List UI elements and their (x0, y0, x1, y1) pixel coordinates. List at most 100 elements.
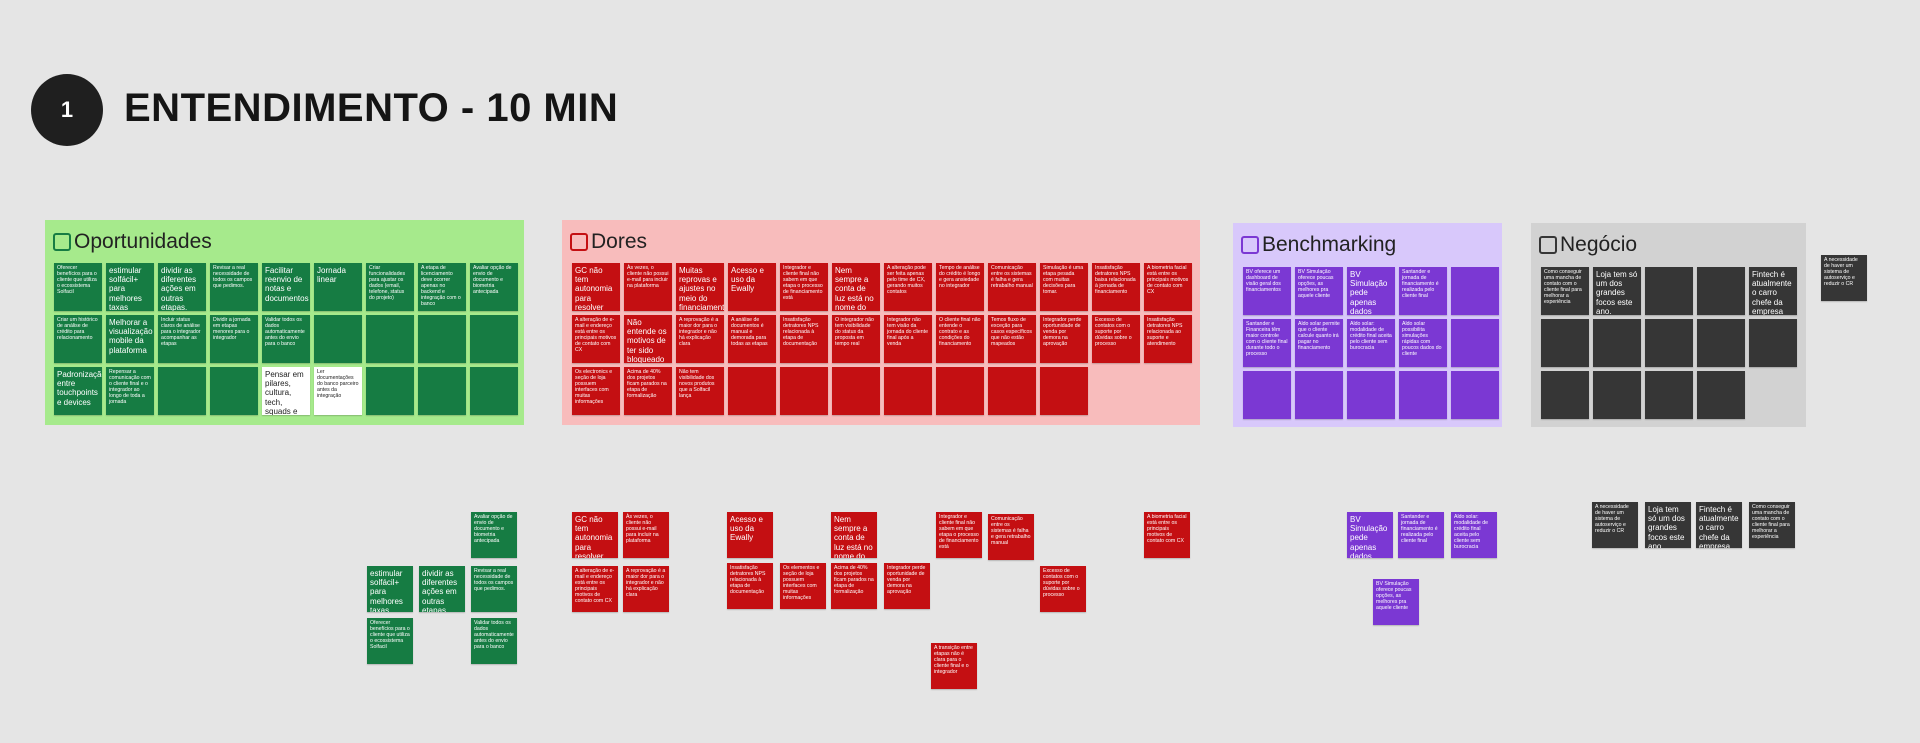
sticky-note-empty (1593, 371, 1641, 419)
sticky-note: Temos fluxo de exceção para casos especí… (988, 315, 1036, 363)
sticky-note-empty (470, 367, 518, 415)
sticky-note: A alteração pode ser feita apenas pelo t… (884, 263, 932, 311)
sticky-note-empty (1399, 371, 1447, 419)
sticky-note: Como conseguir uma mancha de contato com… (1749, 502, 1795, 548)
sticky-note: Revisar a real necessidade de todos os c… (210, 263, 258, 311)
sticky-note-empty (988, 367, 1036, 415)
sticky-note-empty (366, 367, 414, 415)
sticky-note-empty (1697, 267, 1745, 315)
sticky-note-empty (780, 367, 828, 415)
sticky-note-empty (314, 315, 362, 363)
sticky-note-empty (1541, 371, 1589, 419)
sticky-note: Simulação é uma etapa pesada com muitas … (1040, 263, 1088, 311)
sticky-note: estimular solfácil+ para melhores taxas (367, 566, 413, 612)
sticky-note: A biometria facial está entre os princip… (1144, 263, 1192, 311)
sticky-note: GC não tem autonomia para resolver algun… (572, 512, 618, 558)
sticky-note: Facilitar reenvio de notas e documentos (262, 263, 310, 311)
sticky-note: Tempo de análise do crédito é longo e ge… (936, 263, 984, 311)
sticky-note: Integrador perde oportunidade de venda p… (884, 563, 930, 609)
frame-title-text: Oportunidades (74, 230, 212, 253)
frame-title-text: Benchmarking (1262, 233, 1397, 256)
sticky-note: Jornada linear (314, 263, 362, 311)
sticky-note-empty (1040, 367, 1088, 415)
frame-title-text: Dores (591, 230, 648, 253)
frame-title: Dores (570, 230, 647, 254)
sticky-note: Aldo solar permite que o cliente calcule… (1295, 319, 1343, 367)
sticky-note: BV Simulação oferece poucas opções, as m… (1295, 267, 1343, 315)
sticky-note: Às vezes, o cliente não possui e-mail pa… (624, 263, 672, 311)
sticky-note: Insatisfação detratores NPS relacionada … (727, 563, 773, 609)
sticky-note-empty (1451, 319, 1499, 367)
sticky-note: estimular solfácil+ para melhores taxas (106, 263, 154, 311)
sticky-note: Integrador e cliente final não sabem em … (936, 512, 982, 558)
frame-icon (1241, 236, 1259, 254)
sticky-note: Fintech é atualmente o carro chefe da em… (1749, 267, 1797, 315)
sticky-note-empty (1593, 319, 1641, 367)
sticky-note: Validar todos os dados automaticamente a… (262, 315, 310, 363)
frame-icon (570, 233, 588, 251)
sticky-note: Os electronics e seção de loja possuem i… (572, 367, 620, 415)
sticky-note: BV Simulação pede apenas dados pessoais … (1347, 512, 1393, 558)
sticky-note: BV Simulação pede apenas dados pessoais … (1347, 267, 1395, 315)
sticky-note: Criar funcionalidades para ajustar os da… (366, 263, 414, 311)
sticky-note-empty (1697, 319, 1745, 367)
sticky-note: Aldo solar: modalidade de crédito final … (1347, 319, 1395, 367)
sticky-note: Comunicação entre os sistemas é falha e … (988, 514, 1034, 560)
sticky-note-empty (1645, 371, 1693, 419)
sticky-note: Validar todos os dados automaticamente a… (471, 618, 517, 664)
sticky-note-empty (1451, 371, 1499, 419)
sticky-note: Loja tem só um dos grandes focos este an… (1645, 502, 1691, 548)
sticky-note: BV Simulação oferece poucas opções, as m… (1373, 579, 1419, 625)
sticky-note: Melhorar a visualização mobile da plataf… (106, 315, 154, 363)
frame: Negócio Como conseguir uma mancha de cont… (1531, 223, 1806, 427)
sticky-note: Santander e jornada de financiamento é r… (1399, 267, 1447, 315)
sticky-note: Revisar a real necessidade de todos os c… (471, 566, 517, 612)
sticky-note: A alteração de e-mail e endereço está en… (572, 315, 620, 363)
sticky-note: Insatisfação detratores NPS relacionada … (1144, 315, 1192, 363)
sticky-note-empty (366, 315, 414, 363)
sticky-note: Santander e jornada de financiamento é r… (1398, 512, 1444, 558)
frame-title: Negócio (1539, 233, 1637, 257)
sticky-note: A necessidade de haver um sistema de aut… (1592, 502, 1638, 548)
sticky-note: Repensar a comunicação com o cliente fin… (106, 367, 154, 415)
sticky-note: Integrador perde oportunidade de venda p… (1040, 315, 1088, 363)
sticky-note-empty (1645, 267, 1693, 315)
sticky-note: GC não tem autonomia para resolver algun… (572, 263, 620, 311)
sticky-note: A reprovação é a maior dor para o integr… (676, 315, 724, 363)
sticky-note-empty (1749, 319, 1797, 367)
sticky-note: Integrador não tem visão da jornada do c… (884, 315, 932, 363)
frame-icon (53, 233, 71, 251)
sticky-note-empty (418, 367, 466, 415)
sticky-note: Insatisfação detratores NPS baixa relaci… (1092, 263, 1140, 311)
sticky-note: Comunicação entre os sistemas é falha e … (988, 263, 1036, 311)
sticky-note: Aldo solar: modalidade de crédito final … (1451, 512, 1497, 558)
sticky-note: O integrador não tem visibilidade do sta… (832, 315, 880, 363)
sticky-note: A biometria facial está entre os princip… (1144, 512, 1190, 558)
sticky-note-empty (832, 367, 880, 415)
sticky-note: A necessidade de haver um sistema de aut… (1821, 255, 1867, 301)
sticky-note: Padronização entre touchpoints e devices (54, 367, 102, 415)
sticky-note: Ler documentações do banco parceiro ante… (314, 367, 362, 415)
sticky-note: Acima de 40% dos projetos ficam parados … (624, 367, 672, 415)
sticky-note: Acesso e uso da Ewally (727, 512, 773, 558)
frame: Benchmarking BV oferece um dashboard de v… (1233, 223, 1502, 427)
sticky-note: Criar um histórico de análise de crédito… (54, 315, 102, 363)
frame-title-text: Negócio (1560, 233, 1638, 256)
step-badge: 1 (31, 74, 103, 146)
frame-title: Benchmarking (1241, 233, 1396, 257)
sticky-note: Avaliar opção de envio de documento e bi… (471, 512, 517, 558)
sticky-note: Nem sempre a conta de luz está no nome d… (832, 263, 880, 311)
sticky-note: Pensar em pilares, cultura, tech, squads… (262, 367, 310, 415)
sticky-note: Loja tem só um dos grandes focos este an… (1593, 267, 1641, 315)
sticky-note-empty (1295, 371, 1343, 419)
sticky-note: Não entende os motivos de ter sido bloqu… (624, 315, 672, 363)
sticky-note: A alteração de e-mail e endereço está en… (572, 566, 618, 612)
sticky-note: Integrador e cliente final não sabem em … (780, 263, 828, 311)
sticky-note: Excesso de contatos com o suporte por dú… (1092, 315, 1140, 363)
frame-title: Oportunidades (53, 230, 212, 254)
sticky-note-empty (158, 367, 206, 415)
sticky-note-empty (1243, 371, 1291, 419)
sticky-note: Acesso e uso da Ewally (728, 263, 776, 311)
sticky-note: Como conseguir uma mancha de contato com… (1541, 267, 1589, 315)
sticky-note-empty (1645, 319, 1693, 367)
